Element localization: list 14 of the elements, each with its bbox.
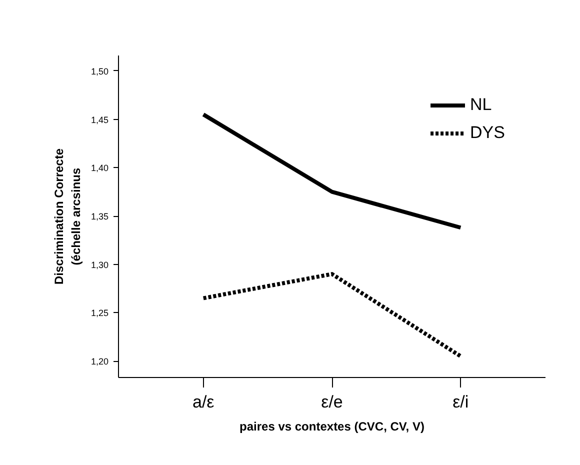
- x-tick-label: ε/i: [452, 392, 469, 412]
- legend-label: DYS: [470, 123, 505, 143]
- y-tick-label: 1,40: [90, 163, 109, 174]
- y-tick-label: 1,35: [90, 212, 109, 222]
- y-tick-label: 1,20: [90, 356, 109, 367]
- y-tick-label: 1,25: [90, 308, 109, 318]
- y-axis-title: Discrimination Correcte (échelle arcsinus: [52, 148, 83, 285]
- x-tick-label: a/ε: [192, 392, 215, 412]
- x-tick-label: ε/e: [321, 392, 343, 412]
- y-tick-label: 1,30: [90, 260, 109, 270]
- legend-label: NL: [470, 95, 492, 115]
- y-tick-label: 1,50: [90, 66, 109, 76]
- x-axis-title: paires vs contextes (CVC, CV, V): [240, 420, 424, 434]
- y-tick-label: 1,45: [90, 114, 109, 125]
